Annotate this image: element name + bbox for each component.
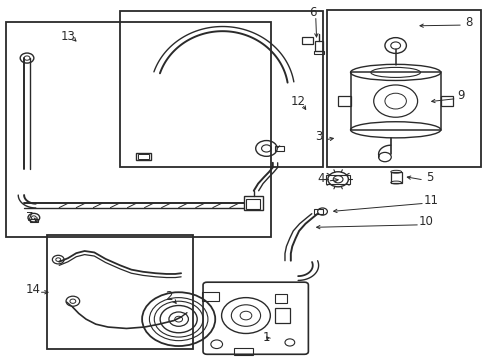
Bar bbox=[120, 12, 322, 167]
Text: 13: 13 bbox=[61, 30, 75, 43]
Text: 5: 5 bbox=[425, 171, 432, 184]
Bar bbox=[136, 153, 151, 160]
Bar bbox=[202, 292, 219, 301]
Text: 11: 11 bbox=[423, 194, 437, 207]
Text: 12: 12 bbox=[290, 95, 305, 108]
Bar bbox=[5, 22, 271, 237]
Bar bbox=[390, 172, 401, 183]
Text: 3: 3 bbox=[315, 130, 322, 144]
Bar bbox=[138, 154, 149, 159]
Bar bbox=[30, 219, 38, 222]
Bar bbox=[245, 199, 259, 210]
Bar bbox=[315, 41, 323, 51]
Bar bbox=[275, 294, 287, 303]
Text: 7: 7 bbox=[26, 211, 34, 224]
Text: 6: 6 bbox=[308, 6, 316, 19]
Bar bbox=[313, 210, 322, 214]
Text: 8: 8 bbox=[464, 16, 471, 29]
Bar bbox=[274, 146, 283, 151]
Text: 9: 9 bbox=[457, 89, 464, 102]
Text: 2: 2 bbox=[165, 290, 172, 303]
Bar bbox=[350, 72, 440, 130]
Bar bbox=[302, 37, 312, 44]
Text: 14: 14 bbox=[25, 283, 41, 296]
Text: 4: 4 bbox=[317, 172, 325, 185]
Bar bbox=[327, 10, 480, 167]
Text: 10: 10 bbox=[418, 215, 432, 229]
Bar bbox=[440, 96, 452, 107]
Bar bbox=[325, 175, 349, 184]
Bar bbox=[233, 348, 253, 355]
Text: 1: 1 bbox=[262, 331, 270, 344]
Bar bbox=[244, 196, 263, 211]
Bar bbox=[47, 234, 193, 349]
Bar bbox=[338, 96, 350, 107]
Bar bbox=[313, 51, 324, 54]
Bar bbox=[275, 309, 289, 323]
